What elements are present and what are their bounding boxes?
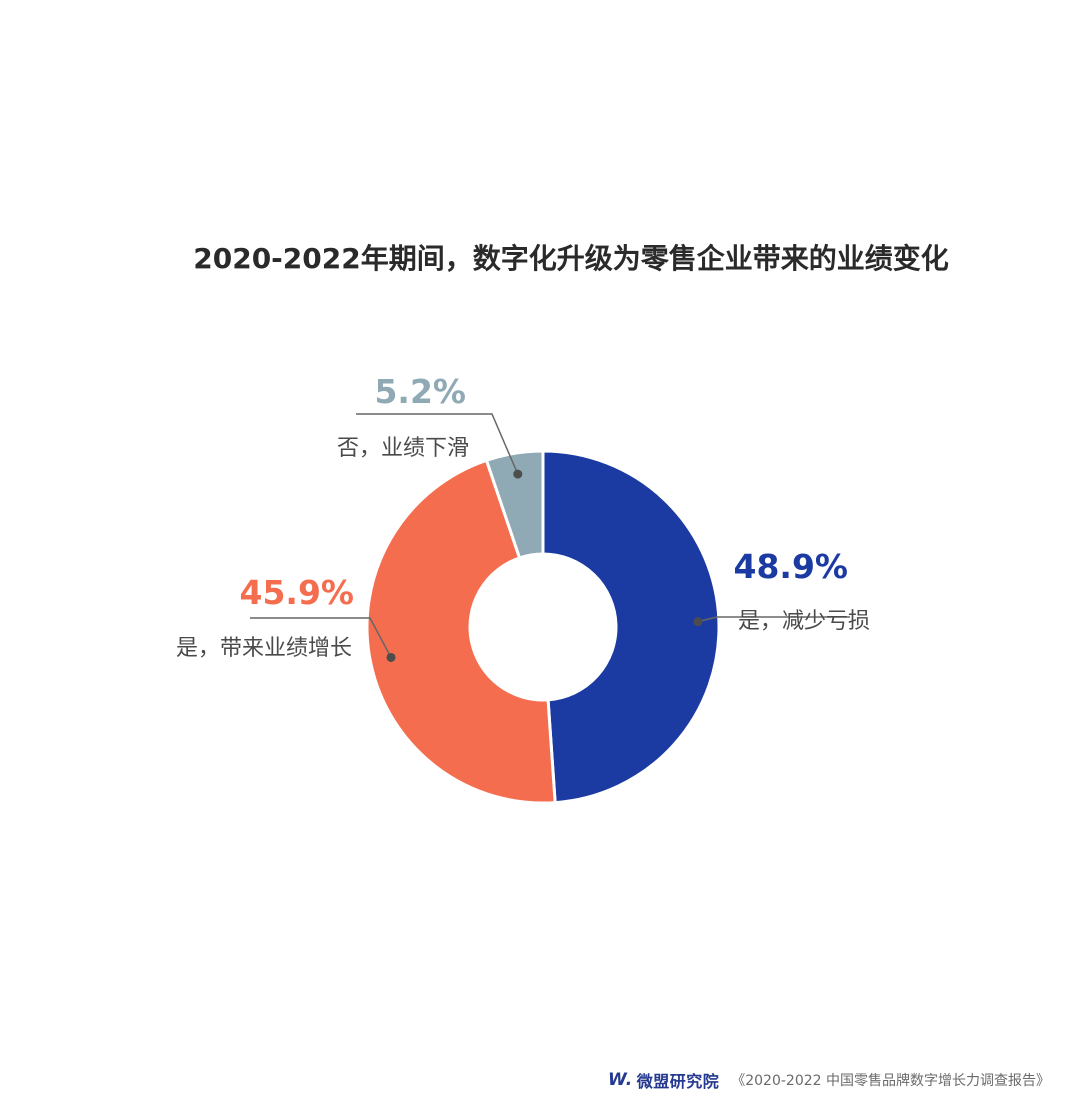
leader-line-decrease-loss: [697, 616, 850, 623]
leader-dot-decline: [513, 469, 523, 479]
slice-growth: [365, 458, 557, 805]
brand-name: 微盟研究院: [636, 1072, 720, 1091]
brand-logo: W. 微盟研究院: [608, 1068, 719, 1092]
slice-decline: [484, 449, 545, 560]
data-label-decrease-loss: 48.9%: [734, 547, 849, 586]
category-label-growth: 是，带来业绩增长: [176, 636, 352, 661]
brand-mark-icon: W.: [607, 1070, 633, 1090]
leader-dot-decrease-loss: [693, 617, 703, 627]
leader-line-growth: [250, 617, 392, 658]
category-label-decrease-loss: 是，减少亏损: [738, 609, 870, 634]
footer: W. 微盟研究院 《2020-2022 中国零售品牌数字增长力调查报告》: [608, 1068, 1050, 1092]
leader-line-decline: [356, 413, 519, 475]
report-source: 《2020-2022 中国零售品牌数字增长力调查报告》: [731, 1073, 1050, 1089]
chart-title: 2020-2022年期间，数字化升级为零售企业带来的业绩变化: [193, 242, 948, 275]
slice-decrease-loss: [541, 449, 721, 805]
data-label-growth: 45.9%: [240, 573, 355, 612]
data-label-decline: 5.2%: [374, 372, 466, 411]
category-label-decline: 否，业绩下滑: [337, 436, 469, 461]
leader-dot-growth: [386, 652, 396, 662]
